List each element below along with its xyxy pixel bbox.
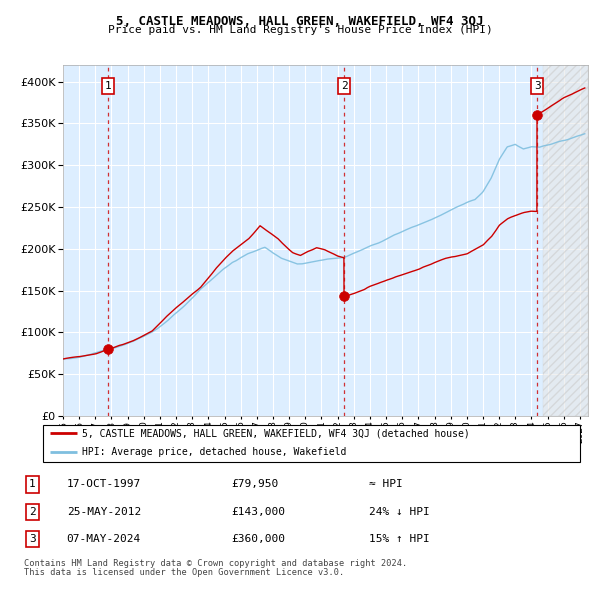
Text: £360,000: £360,000: [231, 535, 285, 544]
Text: Price paid vs. HM Land Registry's House Price Index (HPI): Price paid vs. HM Land Registry's House …: [107, 25, 493, 35]
Text: £143,000: £143,000: [231, 507, 285, 517]
Text: 07-MAY-2024: 07-MAY-2024: [67, 535, 141, 544]
Text: 24% ↓ HPI: 24% ↓ HPI: [369, 507, 430, 517]
Text: HPI: Average price, detached house, Wakefield: HPI: Average price, detached house, Wake…: [83, 447, 347, 457]
Text: 3: 3: [29, 535, 35, 544]
Text: 1: 1: [29, 480, 35, 489]
Text: 3: 3: [534, 81, 541, 91]
Text: ≈ HPI: ≈ HPI: [369, 480, 403, 489]
Text: 15% ↑ HPI: 15% ↑ HPI: [369, 535, 430, 544]
Text: 17-OCT-1997: 17-OCT-1997: [67, 480, 141, 489]
Bar: [543, 65, 588, 416]
Text: 25-MAY-2012: 25-MAY-2012: [67, 507, 141, 517]
Text: 5, CASTLE MEADOWS, HALL GREEN, WAKEFIELD, WF4 3QJ (detached house): 5, CASTLE MEADOWS, HALL GREEN, WAKEFIELD…: [83, 428, 470, 438]
Text: 5, CASTLE MEADOWS, HALL GREEN, WAKEFIELD, WF4 3QJ: 5, CASTLE MEADOWS, HALL GREEN, WAKEFIELD…: [116, 15, 484, 28]
Text: 1: 1: [104, 81, 112, 91]
Text: 2: 2: [29, 507, 35, 517]
Text: Contains HM Land Registry data © Crown copyright and database right 2024.: Contains HM Land Registry data © Crown c…: [24, 559, 407, 568]
Text: This data is licensed under the Open Government Licence v3.0.: This data is licensed under the Open Gov…: [24, 568, 344, 577]
FancyBboxPatch shape: [43, 425, 580, 461]
Text: £79,950: £79,950: [231, 480, 278, 489]
Text: 2: 2: [341, 81, 347, 91]
